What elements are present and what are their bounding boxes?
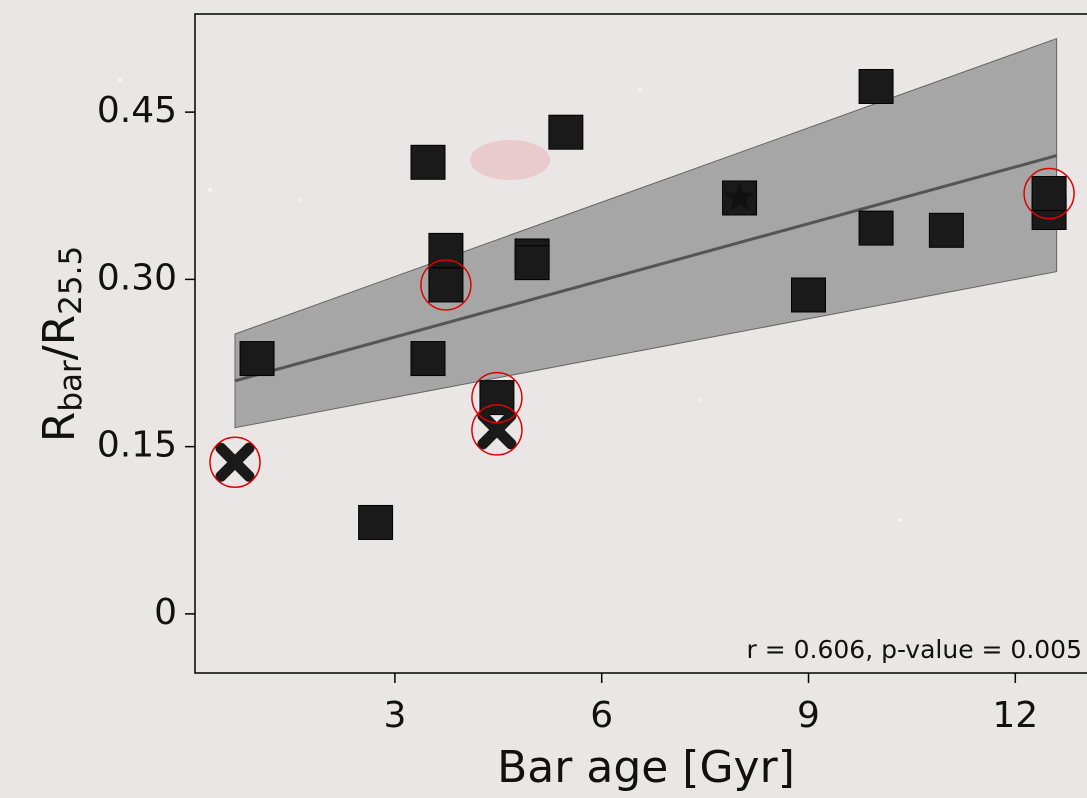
plot-frame xyxy=(194,13,1087,674)
fit-line xyxy=(234,154,1058,383)
background-glow xyxy=(470,140,550,180)
x-tick-label: 12 xyxy=(992,695,1038,736)
x-tick-label: 9 xyxy=(797,695,820,736)
highlight-ring xyxy=(420,259,472,311)
x-axis-label: Bar age [Gyr] xyxy=(497,742,795,793)
square-marker xyxy=(514,245,550,281)
square-marker xyxy=(791,277,827,313)
square-marker xyxy=(928,212,964,248)
highlight-ring xyxy=(1023,167,1075,220)
y-label-sub: 25.5 xyxy=(53,246,89,315)
y-tick-label: 0.15 xyxy=(97,425,177,466)
y-label-part: R xyxy=(34,412,85,443)
square-marker xyxy=(858,210,894,246)
square-marker xyxy=(239,341,275,377)
y-tick-label: 0.45 xyxy=(97,90,177,131)
square-marker xyxy=(1031,176,1067,212)
highlight-ring xyxy=(209,436,261,489)
highlight-ring xyxy=(471,404,523,456)
square-marker xyxy=(410,341,446,377)
square-marker xyxy=(548,114,584,150)
square-marker xyxy=(358,504,394,540)
highlight-ring xyxy=(471,371,523,424)
y-axis-label: Rbar/R25.5 xyxy=(34,246,89,442)
square-marker xyxy=(479,380,515,416)
annotation: r = 0.606, p-value = 0.005 xyxy=(747,635,1083,664)
square-marker xyxy=(410,144,446,180)
y-tick-label: 0.30 xyxy=(97,257,177,298)
x-tick-label: 6 xyxy=(590,695,613,736)
background-stars xyxy=(118,78,902,562)
y-tick-label: 0 xyxy=(154,592,177,633)
y-label-sub: bar xyxy=(53,360,89,412)
square-marker xyxy=(428,232,464,268)
cross-marker xyxy=(215,442,255,482)
square-marker xyxy=(428,267,464,303)
star-marker xyxy=(724,181,755,211)
x-tick-label: 3 xyxy=(383,695,406,736)
square-marker xyxy=(858,68,894,104)
y-label-part: /R xyxy=(34,315,85,360)
confidence-band xyxy=(234,37,1058,429)
